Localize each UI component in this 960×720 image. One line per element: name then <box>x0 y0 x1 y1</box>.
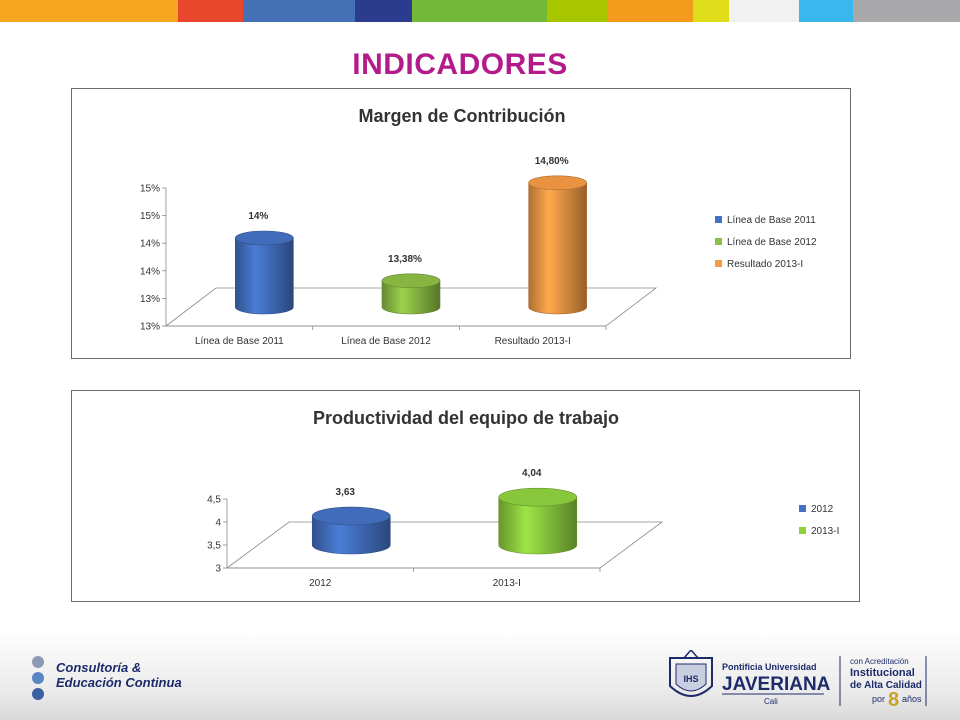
bar-top <box>235 230 294 246</box>
top-bar-segment <box>243 0 355 22</box>
plot-floor <box>225 521 664 569</box>
legend-swatch <box>799 527 806 534</box>
univ-line1: Pontificia Universidad <box>722 662 817 672</box>
legend-label: Resultado 2013-I <box>727 259 803 270</box>
consultoria-logo-icon <box>32 656 44 700</box>
y-tick-label: 15% <box>140 211 160 222</box>
legend-label: 2012 <box>811 504 834 515</box>
top-bar-segment <box>355 0 412 22</box>
x-tick-label: Resultado 2013-I <box>495 336 571 347</box>
y-tick-label: 4 <box>215 518 221 529</box>
x-tick-label: 2012 <box>309 578 332 589</box>
bar-body <box>381 280 441 315</box>
legend-label: Línea de Base 2011 <box>727 215 816 226</box>
brand-line-1: Consultoría & <box>56 660 142 675</box>
data-label: 4,04 <box>522 468 542 479</box>
data-label: 14,80% <box>535 156 569 167</box>
y-tick-label: 14% <box>140 239 160 250</box>
x-tick-label: 2013-I <box>493 578 521 589</box>
top-bar-segment <box>853 0 960 22</box>
legend-swatch <box>715 260 722 267</box>
legend-swatch <box>715 216 722 223</box>
top-bar-segment <box>799 0 853 22</box>
legend-label: Línea de Base 2012 <box>727 237 817 248</box>
univ-city: Cali <box>764 697 778 706</box>
x-tick-label: Línea de Base 2012 <box>341 336 431 347</box>
y-tick-label: 3,5 <box>207 541 221 552</box>
svg-text:IHS: IHS <box>683 674 698 684</box>
legend-swatch <box>715 238 722 245</box>
legend-label: 2013-I <box>811 526 839 537</box>
chart-title: Margen de Contribución <box>359 106 566 126</box>
y-tick-label: 15% <box>140 184 160 195</box>
bar-top <box>311 506 391 526</box>
data-label: 13,38% <box>388 254 422 265</box>
chart-productividad: Productividad del equipo de trabajo 3 3,5 4… <box>71 390 860 602</box>
bar-top <box>381 273 441 289</box>
accr-por: por <box>872 694 885 704</box>
top-bar-segment <box>0 0 178 22</box>
y-tick-label: 14% <box>140 266 160 277</box>
accr-line1: con Acreditación <box>850 657 909 666</box>
top-bar-segment <box>412 0 547 22</box>
bar-body <box>528 182 587 315</box>
accr-anos: años <box>902 694 922 704</box>
univ-name: JAVERIANA <box>722 674 831 695</box>
chart-title: Productividad del equipo de trabajo <box>313 408 619 428</box>
data-label: 14% <box>248 211 268 222</box>
bar-top <box>498 487 578 507</box>
top-bar-segment <box>693 0 729 22</box>
accr-num: 8 <box>888 689 899 710</box>
consultoria-brand: Consultoría & Educación Continua <box>56 660 182 690</box>
top-bar-segment <box>608 0 693 22</box>
accr-line3: de Alta Calidad <box>850 680 922 691</box>
top-bar-segment <box>729 0 799 22</box>
chart-margen-contribucion: Margen de Contribución 13% 13% 14% 14% 15% 15%… <box>71 88 851 359</box>
bar-body <box>235 237 294 315</box>
bar-top <box>528 175 587 191</box>
slide-title: INDICADORES <box>352 48 568 81</box>
chart2-svg: Productividad del equipo de trabajo 3 3,5 4… <box>207 408 839 589</box>
top-bar-segment <box>547 0 608 22</box>
y-tick-label: 4,5 <box>207 495 221 506</box>
javeriana-crest-icon: IHS <box>669 650 713 697</box>
accr-line2: Institucional <box>850 667 915 679</box>
brand-line-2: Educación Continua <box>56 675 182 690</box>
top-bar-segment <box>178 0 243 22</box>
top-color-bar <box>0 0 960 22</box>
y-tick-label: 13% <box>140 294 160 305</box>
footer: Consultoría & Educación Continua IHS Pon… <box>0 630 960 720</box>
legend-swatch <box>799 505 806 512</box>
javeriana-logo: IHS Pontificia Universidad JAVERIANA Cal… <box>669 650 927 710</box>
bar-body <box>311 515 391 555</box>
y-tick-label: 13% <box>140 322 160 333</box>
x-tick-label: Línea de Base 2011 <box>195 336 284 347</box>
data-label: 3,63 <box>336 487 356 498</box>
bar-body <box>498 496 578 555</box>
y-tick-label: 3 <box>215 564 221 575</box>
chart1-svg: Margen de Contribución 13% 13% 14% 14% 15% 15%… <box>140 106 817 347</box>
